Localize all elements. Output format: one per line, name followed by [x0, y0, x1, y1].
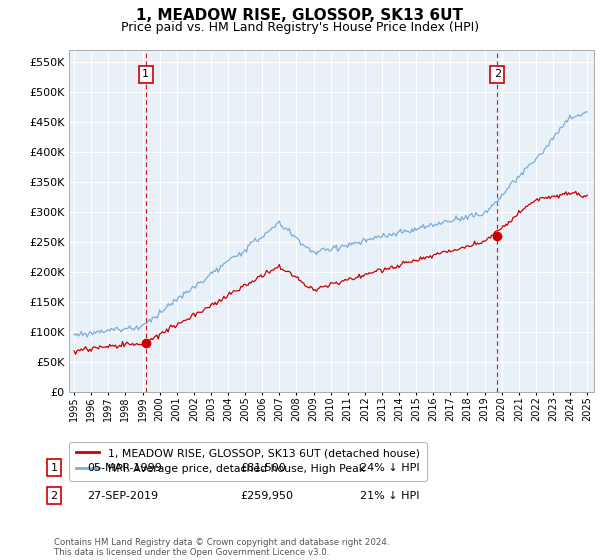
Text: 27-SEP-2019: 27-SEP-2019 [87, 491, 158, 501]
Text: 2: 2 [50, 491, 58, 501]
Legend: 1, MEADOW RISE, GLOSSOP, SK13 6UT (detached house), HPI: Average price, detached: 1, MEADOW RISE, GLOSSOP, SK13 6UT (detac… [69, 441, 427, 480]
Text: Price paid vs. HM Land Registry's House Price Index (HPI): Price paid vs. HM Land Registry's House … [121, 21, 479, 34]
Text: 21% ↓ HPI: 21% ↓ HPI [360, 491, 419, 501]
Text: 1: 1 [142, 69, 149, 80]
Text: £259,950: £259,950 [240, 491, 293, 501]
Text: 1, MEADOW RISE, GLOSSOP, SK13 6UT: 1, MEADOW RISE, GLOSSOP, SK13 6UT [137, 8, 464, 24]
Text: Contains HM Land Registry data © Crown copyright and database right 2024.
This d: Contains HM Land Registry data © Crown c… [54, 538, 389, 557]
Text: 2: 2 [494, 69, 501, 80]
Text: 1: 1 [50, 463, 58, 473]
Text: £81,500: £81,500 [240, 463, 286, 473]
Text: 24% ↓ HPI: 24% ↓ HPI [360, 463, 419, 473]
Text: 05-MAR-1999: 05-MAR-1999 [87, 463, 162, 473]
